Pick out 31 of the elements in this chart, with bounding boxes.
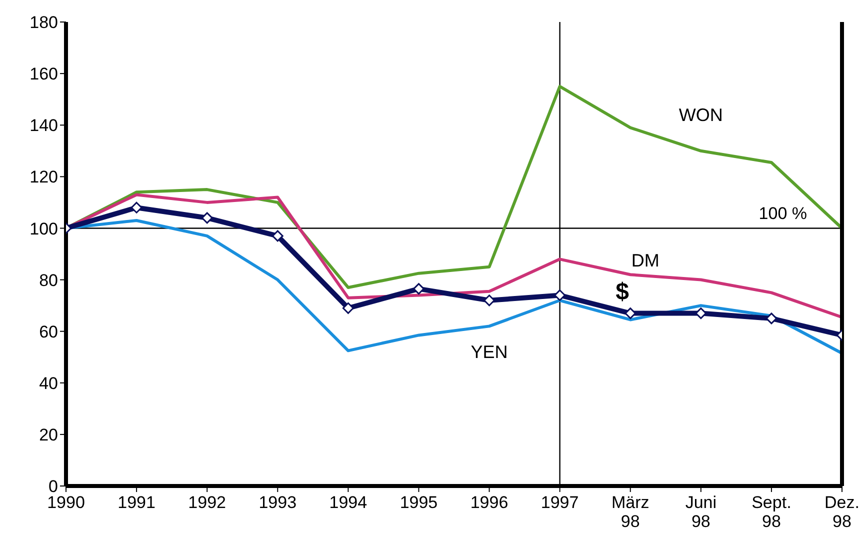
y-tick-label: 60 [39,322,58,342]
y-tick-label: 40 [39,374,58,393]
y-tick-label: 20 [39,425,58,444]
point [130,202,142,214]
point [412,283,424,295]
x-tick-label: 1996 [470,493,508,512]
series-label: YEN [470,342,508,362]
x-tick-label: Dez. 98 [824,493,860,531]
x-tick-label: 1995 [400,493,438,512]
point [272,230,284,242]
x-tick-label: 1997 [540,493,579,512]
point [342,302,354,314]
y-tick-label: 80 [39,270,58,290]
x-tick-label: 1994 [329,493,368,512]
y-tick-label: 120 [30,168,58,187]
point [554,289,566,301]
y-tick-label: 180 [30,13,58,32]
y-tick-label: 140 [30,116,58,136]
ref-line-label: 100 % [758,204,807,224]
y-tick-label: 160 [30,64,58,84]
series-label: DM [631,250,660,271]
point [201,212,213,224]
series-label: WON [678,104,723,125]
x-tick-label: 1992 [188,493,226,512]
y-tick-label: 100 [30,219,58,238]
x-tick-label: 1991 [118,493,156,512]
series-label: $ [616,278,630,306]
x-tick-label: Sept. 98 [752,493,792,531]
x-tick-label: März 98 [611,493,650,531]
x-tick-label: 1993 [258,493,297,512]
x-tick-label: Juni 98 [685,493,717,531]
